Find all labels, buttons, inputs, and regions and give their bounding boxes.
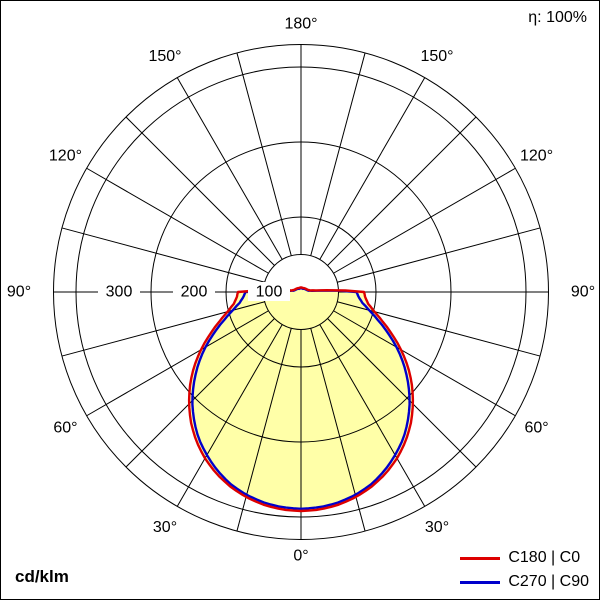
radial-tick-label-bg <box>173 282 215 301</box>
radial-tick-label: 300 <box>106 284 133 301</box>
grid-spoke-150 <box>319 77 426 260</box>
angle-label: 150° <box>148 48 181 65</box>
angle-label: 120° <box>49 148 82 165</box>
legend: C180 | C0 C270 | C90 <box>460 549 589 591</box>
grid-spoke-45 <box>327 318 477 468</box>
radial-tick-label: 100 <box>256 284 283 301</box>
grid-spoke-240 <box>86 167 269 274</box>
angle-label: 30° <box>425 519 449 536</box>
grid-spoke-255 <box>61 227 265 283</box>
unit-label: cd/klm <box>15 567 69 586</box>
grid-spoke-165 <box>310 52 366 256</box>
grid-spoke-225 <box>125 116 275 266</box>
angle-label: 60° <box>524 420 548 437</box>
legend-color-line-red <box>460 556 501 560</box>
grid-spoke-300 <box>86 310 269 417</box>
grid-spoke-210 <box>176 77 283 260</box>
radial-tick-label-bg <box>248 282 290 301</box>
radial-tick-label: 200 <box>181 284 208 301</box>
angle-label: 0° <box>293 548 308 565</box>
angle-label: 60° <box>53 420 77 437</box>
grid-spoke-120 <box>333 167 516 274</box>
grid-spoke-195 <box>236 52 292 256</box>
legend-label-c270-c90: C270 | C90 <box>508 573 589 590</box>
legend-label-c180-c0: C180 | C0 <box>508 549 581 566</box>
legend-color-line-blue <box>460 580 501 584</box>
intensity-curve-c180-c0 <box>187 286 415 513</box>
grid-spoke-60 <box>333 310 516 417</box>
legend-item-c270-c90: C270 | C90 <box>460 573 589 591</box>
efficiency-label: η: 100% <box>528 9 587 26</box>
grid-spoke-105 <box>337 227 541 283</box>
grid-spoke-135 <box>327 116 477 266</box>
radial-tick-label-bg <box>98 282 140 301</box>
angle-label: 90° <box>571 284 595 301</box>
grid-spoke-330 <box>176 324 283 507</box>
angle-label: 150° <box>420 48 453 65</box>
grid-spoke-315 <box>125 318 275 468</box>
angle-label: 90° <box>7 284 31 301</box>
legend-item-c180-c0: C180 | C0 <box>460 549 589 567</box>
angle-label: 180° <box>284 16 317 33</box>
angle-label: 120° <box>520 148 553 165</box>
grid-spoke-30 <box>319 324 426 507</box>
angle-label: 30° <box>153 519 177 536</box>
